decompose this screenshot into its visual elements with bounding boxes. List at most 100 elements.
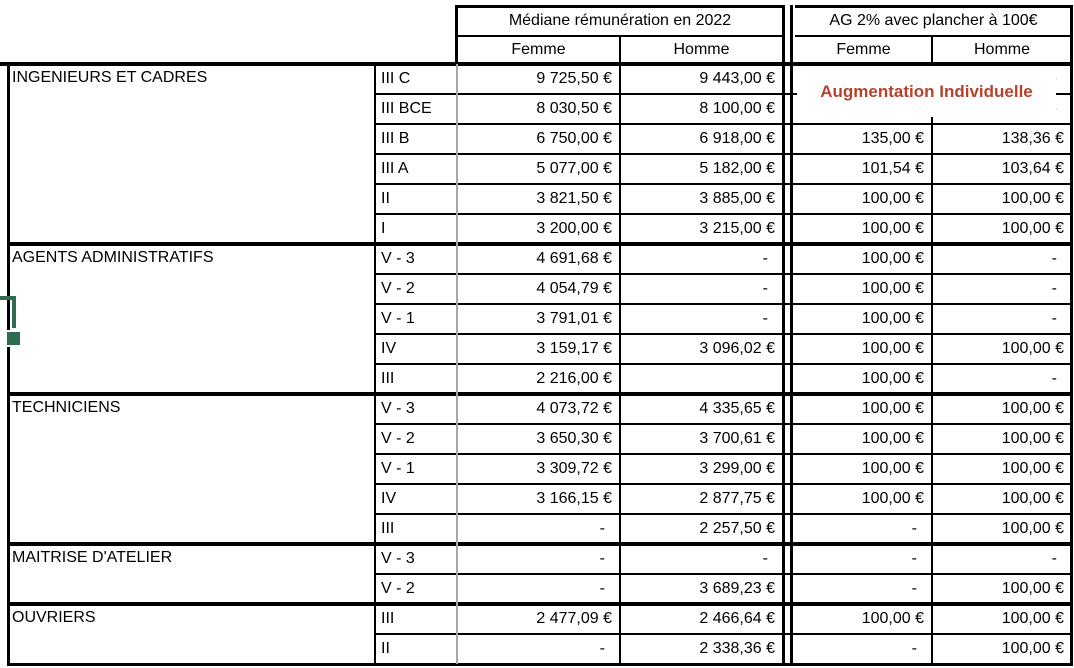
ag-homme-cell[interactable]: - bbox=[932, 304, 1072, 334]
header-ag-femme[interactable]: Femme bbox=[795, 36, 932, 64]
ag-femme-cell[interactable]: 101,54 € bbox=[795, 154, 932, 184]
echelon-cell[interactable]: V - 3 bbox=[375, 394, 457, 424]
ag-femme-cell[interactable]: 100,00 € bbox=[795, 394, 932, 424]
median-femme-cell[interactable]: 4 073,72 € bbox=[457, 394, 620, 424]
ag-femme-cell[interactable]: 100,00 € bbox=[795, 454, 932, 484]
ag-femme-cell[interactable]: 100,00 € bbox=[795, 214, 932, 244]
echelon-cell[interactable]: V - 3 bbox=[375, 244, 457, 274]
augmentation-individuelle-textbox[interactable]: Augmentation Individuelle bbox=[797, 66, 1056, 117]
echelon-cell[interactable]: III bbox=[375, 364, 457, 394]
echelon-cell[interactable]: II bbox=[375, 184, 457, 214]
median-femme-cell[interactable]: 3 791,01 € bbox=[457, 304, 620, 334]
median-femme-cell[interactable]: - bbox=[457, 574, 620, 604]
echelon-cell[interactable]: V - 2 bbox=[375, 424, 457, 454]
median-femme-cell[interactable]: 3 650,30 € bbox=[457, 424, 620, 454]
ag-femme-cell[interactable]: 100,00 € bbox=[795, 244, 932, 274]
median-homme-cell[interactable]: 3 700,61 € bbox=[620, 424, 783, 454]
echelon-cell[interactable]: V - 2 bbox=[375, 274, 457, 304]
ag-femme-cell[interactable]: 100,00 € bbox=[795, 184, 932, 214]
median-homme-cell[interactable]: - bbox=[620, 304, 783, 334]
ag-femme-cell[interactable]: 100,00 € bbox=[795, 334, 932, 364]
median-homme-cell[interactable]: - bbox=[620, 544, 783, 574]
echelon-cell[interactable]: V - 2 bbox=[375, 574, 457, 604]
ag-homme-cell[interactable]: 100,00 € bbox=[932, 574, 1072, 604]
median-femme-cell[interactable]: 3 200,00 € bbox=[457, 214, 620, 244]
median-homme-cell[interactable]: 3 299,00 € bbox=[620, 454, 783, 484]
median-femme-cell[interactable]: - bbox=[457, 514, 620, 544]
median-femme-cell[interactable]: 6 750,00 € bbox=[457, 124, 620, 154]
header-ag-title[interactable]: AG 2% avec plancher à 100€ bbox=[795, 5, 1072, 36]
ag-homme-cell[interactable]: 100,00 € bbox=[932, 604, 1072, 634]
median-homme-cell[interactable]: 4 335,65 € bbox=[620, 394, 783, 424]
median-femme-cell[interactable]: 3 309,72 € bbox=[457, 454, 620, 484]
median-homme-cell[interactable]: 3 885,00 € bbox=[620, 184, 783, 214]
median-homme-cell[interactable]: 2 338,36 € bbox=[620, 634, 783, 664]
median-femme-cell[interactable]: 3 821,50 € bbox=[457, 184, 620, 214]
corner-blank-cell[interactable] bbox=[0, 0, 455, 62]
echelon-cell[interactable]: III bbox=[375, 514, 457, 544]
median-homme-cell[interactable]: 6 918,00 € bbox=[620, 124, 783, 154]
echelon-cell[interactable]: V - 3 bbox=[375, 544, 457, 574]
median-homme-cell[interactable]: 9 443,00 € bbox=[620, 64, 783, 94]
ag-homme-cell[interactable]: 100,00 € bbox=[932, 424, 1072, 454]
ag-femme-cell[interactable]: 100,00 € bbox=[795, 484, 932, 514]
ag-femme-cell[interactable]: 100,00 € bbox=[795, 604, 932, 634]
ag-homme-cell[interactable]: 100,00 € bbox=[932, 184, 1072, 214]
echelon-cell[interactable]: III A bbox=[375, 154, 457, 184]
header-ag-homme[interactable]: Homme bbox=[932, 36, 1072, 64]
median-femme-cell[interactable]: 4 691,68 € bbox=[457, 244, 620, 274]
median-femme-cell[interactable]: - bbox=[457, 544, 620, 574]
ag-homme-cell[interactable]: 100,00 € bbox=[932, 454, 1072, 484]
median-femme-cell[interactable]: 2 216,00 € bbox=[457, 364, 620, 394]
group-label-cell[interactable]: OUVRIERS bbox=[8, 604, 375, 664]
echelon-cell[interactable]: III bbox=[375, 604, 457, 634]
ag-homme-cell[interactable]: 100,00 € bbox=[932, 514, 1072, 544]
header-median-femme[interactable]: Femme bbox=[457, 36, 620, 64]
echelon-cell[interactable]: IV bbox=[375, 484, 457, 514]
ag-femme-cell[interactable]: - bbox=[795, 574, 932, 604]
median-femme-cell[interactable]: - bbox=[457, 634, 620, 664]
median-homme-cell[interactable]: 2 466,64 € bbox=[620, 604, 783, 634]
ag-homme-cell[interactable]: - bbox=[932, 544, 1072, 574]
echelon-cell[interactable]: IV bbox=[375, 334, 457, 364]
group-label-cell[interactable]: TECHNICIENS bbox=[8, 394, 375, 544]
median-homme-cell[interactable]: 8 100,00 € bbox=[620, 94, 783, 124]
ag-homme-cell[interactable]: - bbox=[932, 364, 1072, 394]
median-homme-cell[interactable]: 5 182,00 € bbox=[620, 154, 783, 184]
median-femme-cell[interactable]: 3 159,17 € bbox=[457, 334, 620, 364]
median-homme-cell[interactable]: 3 689,23 € bbox=[620, 574, 783, 604]
echelon-cell[interactable]: I bbox=[375, 214, 457, 244]
ag-femme-cell[interactable]: - bbox=[795, 544, 932, 574]
ag-femme-cell[interactable]: 100,00 € bbox=[795, 274, 932, 304]
ag-homme-cell[interactable]: 100,00 € bbox=[932, 634, 1072, 664]
echelon-cell[interactable]: II bbox=[375, 634, 457, 664]
median-homme-cell[interactable] bbox=[620, 364, 783, 394]
ag-homme-cell[interactable]: 138,36 € bbox=[932, 124, 1072, 154]
median-homme-cell[interactable]: 3 096,02 € bbox=[620, 334, 783, 364]
median-homme-cell[interactable]: 2 877,75 € bbox=[620, 484, 783, 514]
echelon-cell[interactable]: V - 1 bbox=[375, 304, 457, 334]
median-homme-cell[interactable]: - bbox=[620, 244, 783, 274]
echelon-cell[interactable]: III BCE bbox=[375, 94, 457, 124]
median-homme-cell[interactable]: - bbox=[620, 274, 783, 304]
group-label-cell[interactable]: INGENIEURS ET CADRES bbox=[8, 64, 375, 244]
ag-femme-cell[interactable]: 135,00 € bbox=[795, 124, 932, 154]
ag-homme-cell[interactable]: - bbox=[932, 244, 1072, 274]
median-femme-cell[interactable]: 2 477,09 € bbox=[457, 604, 620, 634]
ag-homme-cell[interactable]: 100,00 € bbox=[932, 214, 1072, 244]
echelon-cell[interactable]: III B bbox=[375, 124, 457, 154]
ag-homme-cell[interactable]: 100,00 € bbox=[932, 394, 1072, 424]
ag-femme-cell[interactable]: 100,00 € bbox=[795, 424, 932, 454]
header-median-title[interactable]: Médiane rémunération en 2022 bbox=[457, 5, 783, 36]
ag-femme-cell[interactable]: - bbox=[795, 634, 932, 664]
ag-femme-cell[interactable]: 100,00 € bbox=[795, 304, 932, 334]
header-median-homme[interactable]: Homme bbox=[620, 36, 783, 64]
median-femme-cell[interactable]: 8 030,50 € bbox=[457, 94, 620, 124]
echelon-cell[interactable]: III C bbox=[375, 64, 457, 94]
ag-homme-cell[interactable]: - bbox=[932, 274, 1072, 304]
ag-homme-cell[interactable]: 100,00 € bbox=[932, 484, 1072, 514]
median-femme-cell[interactable]: 4 054,79 € bbox=[457, 274, 620, 304]
ag-homme-cell[interactable]: 100,00 € bbox=[932, 334, 1072, 364]
ag-homme-cell[interactable]: 103,64 € bbox=[932, 154, 1072, 184]
group-label-cell[interactable]: AGENTS ADMINISTRATIFS bbox=[8, 244, 375, 394]
